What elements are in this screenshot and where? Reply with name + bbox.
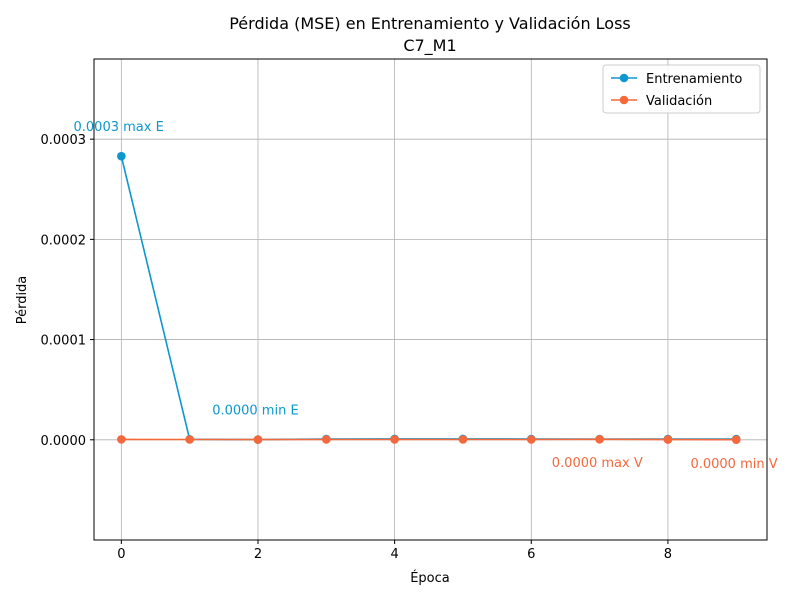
legend: Entrenamiento Validación <box>603 65 760 113</box>
y-tick-label: 0.0003 <box>41 133 87 148</box>
annotation-label: 0.0003 max E <box>74 120 164 135</box>
x-tick-label: 0 <box>117 547 125 562</box>
plot-frame <box>94 59 767 540</box>
chart-title: Pérdida (MSE) en Entrenamiento y Validac… <box>229 14 631 33</box>
legend-swatch-marker <box>620 96 629 105</box>
x-tick-label: 4 <box>390 547 398 562</box>
data-point <box>185 435 194 444</box>
y-tick-label: 0.0001 <box>41 334 87 349</box>
annotation-label: 0.0000 min V <box>690 457 777 472</box>
data-point <box>595 435 604 444</box>
axis-ticks: 0 2 4 6 8 0.0000 0.0001 0.0002 0.0003 <box>41 133 673 562</box>
annotation-label: 0.0000 min E <box>212 404 298 419</box>
data-point <box>254 435 263 444</box>
series-layer <box>117 152 741 444</box>
data-point <box>732 435 741 444</box>
data-point <box>390 435 399 444</box>
series-line <box>121 156 736 439</box>
annotations: 0.0003 max E 0.0000 min E 0.0000 max V 0.00… <box>74 120 778 472</box>
series-val <box>117 435 741 444</box>
data-point <box>117 152 126 161</box>
data-point <box>459 435 468 444</box>
legend-label: Validación <box>646 94 712 109</box>
data-point <box>664 435 673 444</box>
legend-label: Entrenamiento <box>646 72 742 87</box>
y-axis-label: Pérdida <box>15 276 30 325</box>
data-point <box>527 435 536 444</box>
x-axis-label: Época <box>410 570 450 586</box>
series-train <box>117 152 741 444</box>
data-point <box>322 435 331 444</box>
y-tick-label: 0.0002 <box>41 233 87 248</box>
data-point <box>117 435 126 444</box>
x-tick-label: 6 <box>527 547 535 562</box>
legend-swatch-marker <box>620 74 629 83</box>
x-tick-label: 8 <box>664 547 672 562</box>
y-tick-label: 0.0000 <box>41 434 87 449</box>
grid-lines <box>94 59 767 540</box>
x-tick-label: 2 <box>254 547 262 562</box>
annotation-label: 0.0000 max V <box>552 456 643 471</box>
chart-subtitle: C7_M1 <box>403 36 456 56</box>
